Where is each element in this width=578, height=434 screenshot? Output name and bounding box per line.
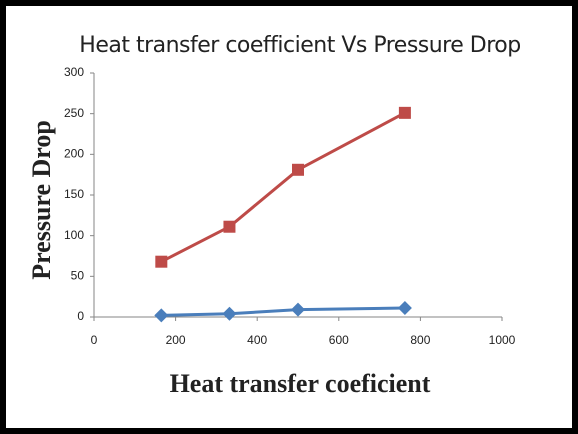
x-tick-label: 600 [329, 333, 349, 347]
marker [223, 220, 236, 233]
y-tick-label: 250 [64, 106, 84, 120]
x-tick-label: 400 [247, 333, 267, 347]
marker [291, 302, 305, 317]
y-tick-label: 200 [64, 147, 84, 161]
x-tick-label: 1000 [489, 333, 516, 347]
y-tick-label: 100 [64, 228, 84, 242]
marker [397, 301, 412, 316]
marker [155, 255, 168, 268]
y-tick-label: 150 [64, 187, 84, 201]
y-axis-label: Pressure Drop [27, 120, 56, 280]
x-tick-label: 800 [410, 333, 430, 347]
marker [222, 306, 237, 321]
series-line [161, 306, 405, 317]
chart-title: Heat transfer coefficient Vs Pressure Dr… [79, 33, 520, 58]
x-tick-label: 200 [166, 333, 186, 347]
series-line [160, 111, 406, 264]
y-tick-label: 50 [71, 269, 85, 283]
y-tick-label: 0 [77, 309, 84, 323]
marker [292, 163, 304, 176]
x-tick-label: 0 [91, 333, 98, 347]
marker [154, 308, 169, 323]
y-tick-label: 300 [64, 65, 84, 79]
x-axis-label: Heat transfer coeficient [170, 369, 431, 398]
marker [398, 106, 411, 119]
